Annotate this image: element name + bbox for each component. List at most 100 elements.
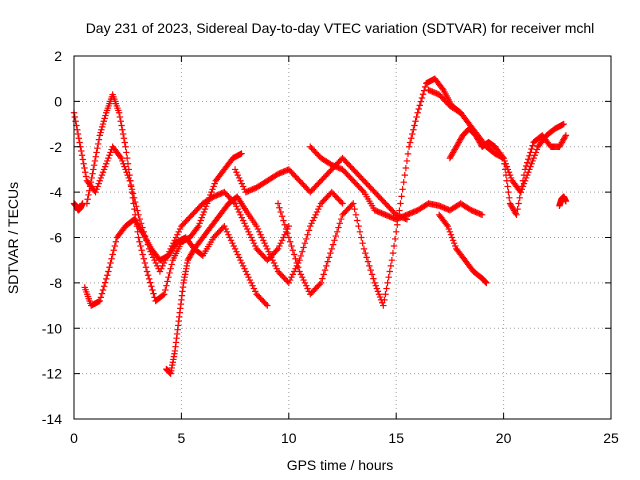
data-point-fill [301, 239, 309, 247]
data-point-fill [269, 256, 276, 264]
data-point-fill [258, 234, 266, 241]
data-point-fill [515, 200, 522, 207]
data-point-fill [389, 249, 397, 257]
data-point-fill [252, 242, 259, 250]
data-point-fill [100, 283, 108, 290]
data-point-fill [82, 169, 89, 176]
data-point-fill [94, 140, 102, 148]
data-point [317, 279, 325, 287]
data-point-fill [131, 205, 138, 213]
data-point-fill [502, 171, 510, 179]
data-point-fill [300, 276, 307, 284]
data-point-fill [94, 144, 101, 152]
data-series-s9 [446, 125, 570, 219]
data-point-fill [260, 237, 267, 244]
data-point-fill [238, 259, 246, 267]
data-point-fill [446, 228, 454, 236]
data-point-fill [359, 187, 366, 194]
data-point-fill [352, 211, 360, 219]
data-point-fill [123, 149, 130, 156]
data-point [500, 154, 507, 162]
data-point-fill [234, 251, 241, 258]
data-point-fill [276, 242, 283, 250]
data-point-fill [136, 238, 143, 245]
data-point-fill [248, 279, 255, 287]
data-point [285, 279, 292, 287]
data-point-fill [294, 264, 302, 271]
data-point-fill [101, 115, 108, 122]
data-point-fill [400, 178, 407, 186]
data-point-fill [227, 237, 235, 244]
data-point [238, 150, 245, 157]
data-point [115, 109, 123, 116]
data-point-fill [501, 160, 508, 167]
data-layer [70, 75, 570, 377]
x-tick-label: 20 [496, 430, 512, 446]
data-point-fill [254, 225, 262, 233]
data-point-fill [404, 150, 412, 158]
data-point [264, 245, 271, 253]
data-point-fill [78, 152, 86, 159]
data-point-fill [246, 231, 254, 238]
data-point [135, 234, 142, 241]
data-point-fill [337, 198, 345, 206]
data-point-fill [375, 291, 383, 298]
data-point-fill [299, 274, 306, 281]
data-point-fill [117, 118, 124, 125]
data-point-fill [385, 274, 392, 281]
data-point-fill [97, 294, 105, 301]
data-point-fill [119, 130, 127, 138]
y-tick-label: -14 [42, 411, 62, 427]
data-point [161, 291, 168, 298]
data-point-fill [512, 210, 519, 217]
data-point-fill [273, 265, 280, 272]
data-point-fill [273, 247, 280, 254]
data-point [231, 245, 239, 253]
data-point-fill [93, 149, 100, 156]
data-point-fill [104, 272, 111, 279]
data-point-fill [337, 215, 345, 223]
data-point-fill [127, 177, 134, 184]
data-point-fill [158, 265, 165, 272]
data-series-s7 [307, 143, 486, 223]
data-point-fill [519, 177, 527, 184]
data-point-fill [276, 204, 283, 211]
data-point-fill [312, 211, 319, 219]
data-point-fill [233, 169, 240, 176]
x-tick-label: 25 [603, 430, 619, 446]
data-point [128, 188, 136, 196]
data-point-fill [121, 139, 128, 146]
data-point-fill [256, 228, 263, 236]
x-axis-label: GPS time / hours [287, 457, 394, 473]
data-point-fill [319, 275, 326, 282]
data-point-fill [525, 156, 532, 163]
data-point-fill [332, 232, 339, 240]
data-point-fill [443, 221, 450, 228]
data-point-fill [82, 173, 90, 180]
data-point-fill [286, 276, 294, 284]
data-point-fill [97, 174, 105, 182]
data-point-fill [398, 193, 405, 200]
data-point-fill [417, 98, 425, 105]
data-point-fill [239, 183, 247, 190]
y-tick-label: -4 [50, 184, 63, 200]
data-point-fill [376, 293, 384, 301]
data-point-fill [101, 279, 109, 286]
data-point-fill [410, 126, 417, 133]
data-point-fill [529, 157, 536, 165]
data-point-fill [301, 279, 309, 287]
data-point [560, 120, 567, 128]
data-point [414, 109, 421, 116]
x-tick-label: 0 [70, 430, 78, 446]
data-point [405, 143, 413, 150]
data-point [231, 166, 239, 173]
data-point-fill [223, 228, 231, 236]
y-tick-label: 2 [54, 48, 62, 64]
data-point-fill [333, 228, 341, 236]
data-point-fill [202, 203, 210, 210]
data-point-fill [316, 203, 323, 210]
data-point-fill [94, 183, 101, 190]
data-point-fill [324, 258, 331, 265]
y-tick-label: -8 [50, 275, 63, 291]
data-point-fill [165, 274, 172, 281]
